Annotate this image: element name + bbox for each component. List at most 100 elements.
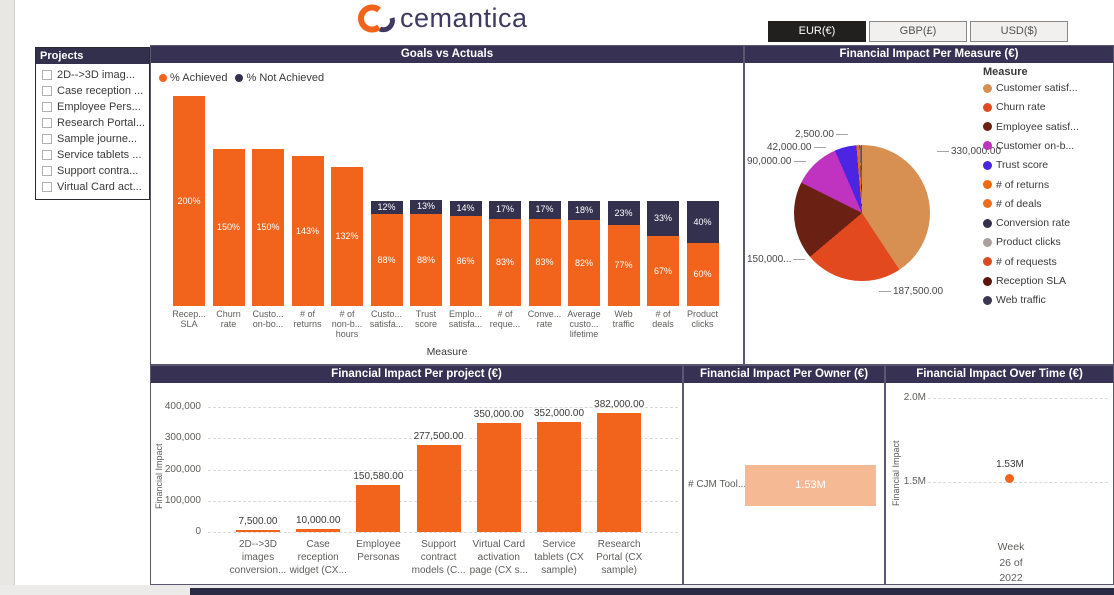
pie-callout-value: 2,500.00 bbox=[795, 129, 834, 140]
y-tick-label: 400,000 bbox=[164, 401, 201, 412]
achieved-bar[interactable]: 77% bbox=[607, 225, 640, 306]
pie-callout-value: 90,000.00 bbox=[747, 156, 792, 167]
bar-value-label: 17% bbox=[535, 204, 554, 214]
checkbox-unchecked[interactable] bbox=[42, 102, 52, 112]
pie-legend-item[interactable]: Conversion rate bbox=[983, 217, 1070, 229]
project-bar[interactable] bbox=[597, 412, 642, 532]
achieved-bar[interactable]: 88% bbox=[410, 213, 442, 306]
legend-dot bbox=[235, 74, 244, 82]
achieved-bar[interactable]: 60% bbox=[686, 243, 719, 306]
x-axis-label: Support contract models (C... bbox=[411, 539, 466, 576]
x-axis-label: Emplo... satisfa... bbox=[448, 309, 483, 329]
pie-legend-title: Measure bbox=[983, 66, 1028, 78]
notachieved-bar[interactable]: 13% bbox=[410, 199, 442, 214]
bar-value-label: 132% bbox=[335, 231, 359, 242]
notachieved-bar[interactable]: 18% bbox=[568, 201, 600, 220]
slicer-item[interactable]: Case reception ... bbox=[36, 83, 149, 99]
checkbox-unchecked[interactable] bbox=[42, 150, 52, 160]
checkbox-unchecked[interactable] bbox=[42, 118, 52, 128]
pie-legend-item[interactable]: Web traffic bbox=[983, 294, 1046, 306]
slicer-item[interactable]: Research Portal... bbox=[36, 115, 149, 131]
pie-legend-item[interactable]: Employee satisf... bbox=[983, 121, 1079, 133]
bar-value-label: 88% bbox=[416, 254, 435, 265]
achieved-bar[interactable]: 67% bbox=[647, 235, 679, 306]
legend-item[interactable]: % Achieved bbox=[159, 72, 227, 84]
project-bar[interactable] bbox=[476, 422, 521, 532]
project-bar[interactable] bbox=[416, 445, 461, 532]
notachieved-bar[interactable]: 12% bbox=[370, 201, 403, 214]
pie-callout: 90,000.00 bbox=[747, 156, 806, 167]
achieved-bar[interactable]: 88% bbox=[370, 213, 403, 306]
gridline-1-5m bbox=[928, 482, 1108, 483]
pie-legend-item[interactable]: # of requests bbox=[983, 256, 1057, 268]
notachieved-bar[interactable]: 23% bbox=[607, 201, 640, 226]
project-bar[interactable] bbox=[356, 484, 401, 532]
scatter-point[interactable] bbox=[1005, 474, 1014, 483]
callout-leader-line bbox=[813, 147, 826, 148]
project-bar[interactable] bbox=[236, 529, 280, 532]
slicer-item[interactable]: Employee Pers... bbox=[36, 99, 149, 115]
bar-value-label: 382,000.00 bbox=[594, 398, 645, 410]
currency-button-1[interactable]: GBP(£) bbox=[869, 21, 967, 42]
notachieved-bar[interactable]: 14% bbox=[449, 201, 482, 216]
pie-legend-item[interactable]: Customer on-b... bbox=[983, 140, 1074, 152]
pie-legend-item[interactable]: Reception SLA bbox=[983, 275, 1066, 287]
project-plot: Financial Impact 400,000 300,000 200,000 10… bbox=[151, 366, 682, 584]
owner-panel-title: Financial Impact Per Owner (€) bbox=[684, 366, 884, 383]
legend-item[interactable]: % Not Achieved bbox=[235, 72, 324, 84]
time-panel-title: Financial Impact Over Time (€) bbox=[886, 366, 1113, 383]
owner-bar-value-label: 1.53M bbox=[795, 479, 826, 491]
slicer-item-label: Case reception ... bbox=[57, 85, 144, 97]
achieved-bar[interactable]: 83% bbox=[489, 218, 521, 306]
achieved-bar[interactable]: 150% bbox=[212, 148, 245, 306]
notachieved-bar[interactable]: 17% bbox=[528, 201, 561, 219]
slicer-item[interactable]: Sample journe... bbox=[36, 131, 149, 147]
x-axis-label: # of reque... bbox=[489, 309, 521, 329]
pie-legend-item[interactable]: Product clicks bbox=[983, 236, 1061, 248]
owner-bar[interactable]: 1.53M bbox=[745, 465, 876, 506]
pie-legend-item[interactable]: Customer satisf... bbox=[983, 82, 1078, 94]
notachieved-bar[interactable]: 17% bbox=[489, 201, 521, 219]
checkbox-unchecked[interactable] bbox=[42, 86, 52, 96]
gridline bbox=[208, 532, 678, 533]
legend-dot bbox=[983, 199, 992, 209]
project-bar[interactable] bbox=[537, 422, 581, 532]
notachieved-bar[interactable]: 40% bbox=[686, 201, 719, 243]
achieved-bar[interactable]: 83% bbox=[528, 218, 561, 306]
brand-logo-text: cemantica bbox=[400, 2, 528, 33]
bar-value-label: 150% bbox=[256, 221, 280, 232]
achieved-bar[interactable]: 86% bbox=[449, 215, 482, 306]
pie-chart[interactable] bbox=[794, 145, 930, 281]
achieved-bar[interactable]: 143% bbox=[291, 155, 324, 306]
bar-value-label: 86% bbox=[456, 255, 475, 266]
slicer-item[interactable]: 2D-->3D imag... bbox=[36, 67, 149, 83]
achieved-bar[interactable]: 150% bbox=[252, 148, 284, 306]
slicer-item[interactable]: Virtual Card act... bbox=[36, 179, 149, 195]
slicer-item[interactable]: Service tablets ... bbox=[36, 147, 149, 163]
pie-callout: 330,000.00 bbox=[937, 146, 1001, 157]
legend-dot bbox=[983, 237, 992, 247]
currency-button-2[interactable]: USD($) bbox=[970, 21, 1068, 42]
notachieved-bar[interactable]: 33% bbox=[647, 201, 679, 236]
project-bar[interactable] bbox=[296, 528, 341, 532]
slicer-item[interactable]: Support contra... bbox=[36, 163, 149, 179]
bar-value-label: 352,000.00 bbox=[533, 408, 585, 419]
pie-legend-item[interactable]: Trust score bbox=[983, 159, 1048, 171]
currency-button-0[interactable]: EUR(€) bbox=[768, 21, 866, 42]
achieved-bar[interactable]: 200% bbox=[173, 96, 205, 306]
achieved-bar[interactable]: 82% bbox=[568, 219, 600, 306]
pie-legend-item[interactable]: # of returns bbox=[983, 179, 1049, 191]
time-plot: Financial Impact 2.0M 1.5M 1.53M Week 26… bbox=[886, 366, 1113, 584]
achieved-bar[interactable]: 132% bbox=[331, 167, 363, 306]
x-axis-label: Research Portal (CX sample) bbox=[596, 539, 643, 576]
legend-label: Customer on-b... bbox=[996, 139, 1075, 152]
projects-slicer-list: 2D-->3D imag... Case reception ... Employe… bbox=[36, 64, 149, 195]
pie-legend-item[interactable]: # of deals bbox=[983, 198, 1042, 210]
checkbox-unchecked[interactable] bbox=[42, 166, 52, 176]
checkbox-unchecked[interactable] bbox=[42, 134, 52, 144]
impact-per-owner-panel: Financial Impact Per Owner (€) # CJM Too… bbox=[683, 365, 885, 585]
checkbox-unchecked[interactable] bbox=[42, 70, 52, 80]
checkbox-unchecked[interactable] bbox=[42, 182, 52, 192]
legend-dot bbox=[983, 257, 992, 267]
pie-legend-item[interactable]: Churn rate bbox=[983, 101, 1046, 113]
